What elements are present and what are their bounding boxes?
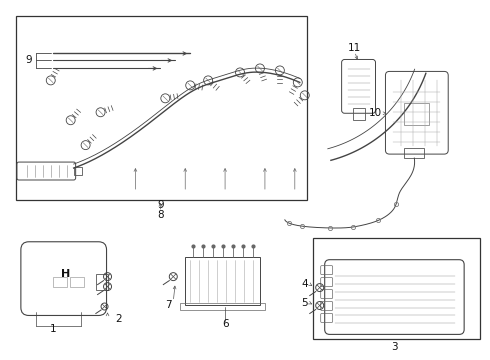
Bar	[70, 276, 84, 287]
Text: 4: 4	[301, 279, 308, 289]
Text: 9: 9	[25, 55, 32, 66]
Bar	[180, 302, 265, 310]
Text: 1: 1	[49, 324, 56, 334]
Bar	[185, 257, 260, 305]
Text: 8: 8	[157, 210, 164, 220]
Text: 2: 2	[115, 314, 122, 324]
Text: 10: 10	[368, 108, 382, 118]
Bar	[404, 148, 424, 158]
Bar	[53, 276, 67, 287]
Text: H: H	[61, 269, 71, 279]
Text: 5: 5	[301, 297, 308, 307]
Text: 6: 6	[222, 319, 228, 329]
Text: 7: 7	[165, 300, 172, 310]
Bar	[96, 274, 107, 289]
Text: 11: 11	[348, 42, 361, 53]
Bar	[313, 238, 480, 339]
Bar	[16, 15, 307, 200]
Text: 3: 3	[391, 342, 398, 352]
Bar	[353, 108, 365, 120]
Bar	[74, 167, 82, 175]
Text: 9: 9	[157, 200, 164, 210]
Bar	[404, 103, 429, 125]
